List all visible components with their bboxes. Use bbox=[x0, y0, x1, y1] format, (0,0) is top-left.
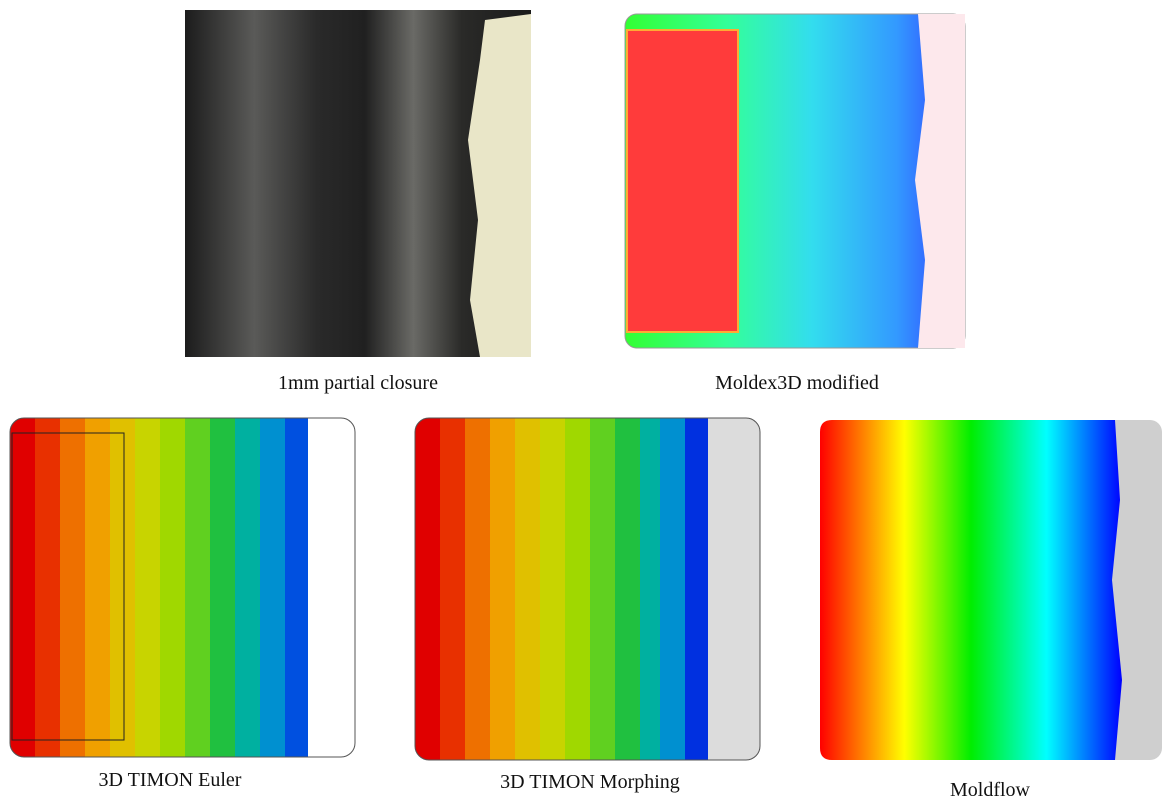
caption: Moldflow bbox=[950, 779, 1031, 801]
moldflow-panel bbox=[820, 420, 1162, 760]
morphing-panel bbox=[415, 418, 760, 760]
caption: 3D TIMON Morphing bbox=[500, 771, 680, 793]
caption: 3D TIMON Euler bbox=[99, 769, 242, 791]
moldex-panel bbox=[625, 14, 965, 348]
figure: 1mm partial closure Moldex3D modified 3D… bbox=[0, 0, 1162, 803]
caption: 1mm partial closure bbox=[278, 372, 438, 394]
photo-panel bbox=[185, 10, 531, 357]
euler-panel bbox=[10, 418, 355, 757]
caption: Moldex3D modified bbox=[715, 372, 879, 394]
